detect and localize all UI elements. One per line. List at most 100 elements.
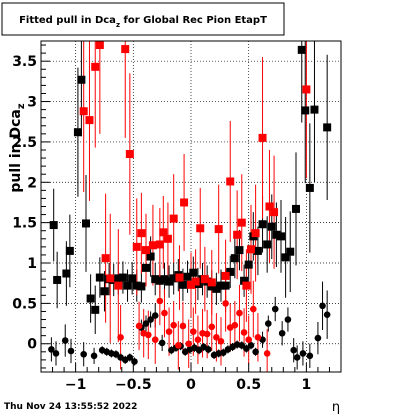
data-point-square (132, 242, 141, 251)
data-point-circle (135, 322, 143, 330)
data-point-square (244, 260, 253, 269)
y-tick-label: 3 (27, 95, 37, 111)
y-axis-label-subscript: z (16, 103, 27, 109)
chart-title-suffix: for Global Rec Pion EtapT (120, 15, 267, 26)
data-point-square (281, 253, 290, 262)
data-point-circle (156, 297, 164, 305)
data-point-square (137, 282, 146, 291)
data-point-circle (250, 305, 257, 313)
data-point-circle (323, 311, 331, 318)
data-point-square (305, 183, 314, 192)
data-point-circle (61, 337, 69, 344)
data-point-circle (67, 347, 75, 355)
data-point-square (85, 116, 94, 125)
y-tick-label: 1 (27, 256, 37, 272)
data-point-circle (306, 352, 314, 360)
data-point-circle (190, 328, 197, 335)
data-point-square (142, 263, 150, 272)
data-point-square (183, 272, 192, 281)
data-point-circle (52, 350, 60, 357)
x-tick-label: 0 (186, 377, 196, 393)
data-point-square (95, 273, 104, 282)
data-point-circle (252, 348, 259, 356)
title-box: Fitted pull in Dcaz for Global Rec Pion … (1, 2, 285, 36)
data-point-square (106, 274, 115, 283)
data-point-square (233, 230, 242, 239)
data-point-circle (175, 342, 182, 349)
data-point-square (242, 281, 251, 290)
data-point-circle (265, 320, 272, 327)
series-0 (49, 45, 332, 314)
data-point-circle (205, 346, 212, 353)
data-point-square (230, 254, 239, 263)
x-tick-labels: −1 −0.5 0 0.5 1 (65, 377, 311, 393)
series-2 (79, 41, 311, 290)
data-point-square (148, 241, 157, 250)
data-point-square (169, 214, 178, 223)
data-point-square (123, 281, 132, 290)
data-point-square (226, 177, 235, 186)
data-point-square (159, 228, 168, 237)
data-point-square (187, 280, 195, 289)
data-point-square (251, 229, 260, 238)
data-point-circle (203, 330, 211, 338)
data-point-square (142, 246, 150, 255)
y-tick-label: 1.5 (12, 216, 37, 232)
data-point-square (146, 252, 155, 261)
data-point-square (226, 267, 235, 276)
series-3 (117, 297, 271, 357)
data-point-square (65, 246, 74, 255)
axis-ticks (40, 44, 342, 372)
y-tick-labels: 0 0.5 1 1.5 2 2.5 3 3.5 (12, 54, 37, 353)
data-point-circle (222, 300, 229, 307)
data-point-square (258, 133, 267, 142)
data-point-circle (126, 354, 134, 361)
data-point-square (125, 150, 134, 159)
data-point-square (155, 240, 164, 249)
data-point-square (247, 245, 255, 254)
data-point-circle (293, 354, 301, 361)
x-tick-label: 0.5 (236, 377, 261, 393)
data-point-circle (213, 333, 220, 341)
data-point-square (82, 219, 90, 228)
data-point-circle (299, 350, 307, 357)
data-point-square (189, 268, 198, 277)
data-point-square (302, 85, 311, 94)
data-point-square (207, 278, 216, 287)
data-point-circle (220, 349, 227, 356)
data-point-circle (240, 329, 248, 336)
data-point-square (297, 45, 306, 54)
data-point-square (160, 275, 169, 284)
data-point-circle (254, 333, 262, 341)
data-point-square (196, 224, 205, 233)
data-point-circle (112, 350, 120, 358)
y-tick-label: 0.5 (12, 296, 37, 312)
data-point-square (121, 45, 130, 54)
data-point-square (49, 221, 58, 230)
data-point-circle (165, 328, 173, 335)
chart-title-main: Fitted pull in Dca (19, 15, 116, 26)
y-tick-label: 0 (27, 337, 37, 353)
data-point-square (263, 240, 272, 249)
x-tick-label: −1 (65, 377, 86, 393)
data-point-circle (271, 305, 279, 313)
data-point-circle (147, 316, 154, 323)
data-point-square (95, 41, 104, 50)
data-point-square (178, 280, 187, 289)
data-point-square (221, 271, 230, 280)
data-point-square (292, 204, 300, 213)
data-point-square (240, 276, 249, 285)
data-point-square (155, 276, 164, 285)
data-point-square (77, 75, 86, 84)
data-point-circle (217, 338, 225, 345)
data-point-circle (284, 316, 292, 323)
y-axis-label-main: pull in Dca (8, 109, 24, 192)
data-point-circle (278, 329, 286, 337)
data-point-circle (208, 323, 216, 331)
data-point-circle (151, 336, 159, 344)
data-point-circle (151, 312, 159, 319)
data-point-square (191, 277, 200, 286)
data-point-square (175, 273, 184, 282)
data-point-circle (90, 352, 98, 360)
